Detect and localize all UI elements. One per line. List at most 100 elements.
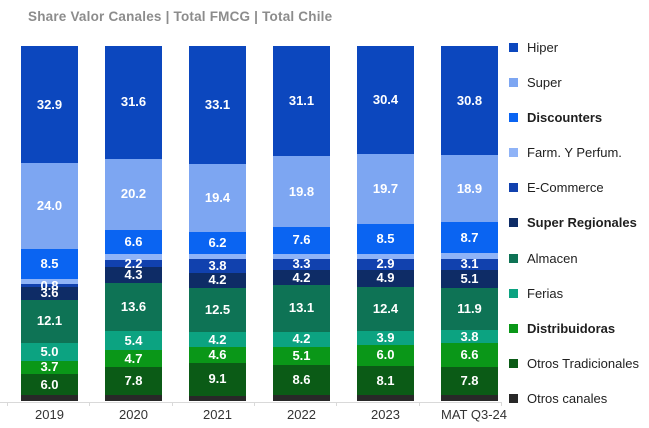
- bar-segment: 4.2: [273, 331, 330, 347]
- legend-item: Discounters: [509, 110, 647, 125]
- axis-tick: [418, 402, 420, 406]
- bar-value-label: 4.3: [124, 267, 143, 283]
- legend-label: Distribuidoras: [527, 320, 616, 336]
- bar-value-label: 5.1: [460, 270, 479, 286]
- bar-value-label: 30.8: [456, 92, 483, 108]
- bar-value-label: 6.0: [40, 376, 59, 392]
- bar-segment: 2.9: [357, 257, 414, 270]
- legend-swatch-icon: [509, 183, 518, 193]
- bar-segment: 4.2: [189, 332, 246, 347]
- bar-value-label: 33.1: [204, 96, 231, 112]
- bar-value-label: 3.3: [292, 256, 311, 272]
- bar-value-label: 2.2: [124, 255, 143, 271]
- bar-segment: 12.5: [189, 287, 246, 333]
- x-axis-label: 2020: [119, 407, 148, 422]
- bar-segment: 4.7: [105, 350, 162, 368]
- bar-value-label: 3.8: [208, 258, 227, 274]
- bar-segment: 6.0: [21, 373, 78, 396]
- bar-value-label: 0.8: [40, 277, 59, 293]
- bar-value-label: 5.1: [292, 347, 311, 363]
- bar-value-label: 3.7: [40, 359, 59, 375]
- legend-swatch-icon: [509, 148, 518, 158]
- bar-segment: 3.1: [441, 257, 498, 270]
- bar-segment: [357, 394, 414, 401]
- bar-value-label: 20.2: [120, 186, 147, 202]
- bar-value-label: 6.2: [208, 235, 227, 251]
- legend-swatch-icon: [509, 358, 518, 368]
- axis-tick: [253, 402, 255, 406]
- bar-segment: 3.8: [441, 330, 498, 344]
- axis-tick: [171, 402, 173, 406]
- x-axis-label: MAT Q3-24: [441, 407, 507, 422]
- chart-title: Share Valor Canales | Total FMCG | Total…: [28, 9, 333, 24]
- bar-value-label: 7.8: [124, 373, 143, 388]
- bar-segment: 24.0: [21, 163, 78, 249]
- legend-label: Otros canales: [527, 390, 608, 406]
- bar-segment: 3.3: [273, 256, 330, 272]
- bar-segment: [105, 253, 162, 260]
- bar-value-label: 7.8: [460, 372, 479, 388]
- x-axis-label: 2021: [203, 407, 232, 422]
- legend: Hiper Super Discounters Farm. Y Perfum. E-Co…: [509, 40, 647, 406]
- bar-segment: 12.1: [21, 299, 78, 343]
- bar-segment: 3.7: [21, 359, 78, 375]
- legend-label: Super Regionales: [527, 215, 637, 231]
- bar-segment: [189, 254, 246, 260]
- x-axis-label: 2019: [35, 407, 64, 422]
- bar-value-label: 19.8: [288, 183, 315, 199]
- bar-segment: 30.8: [441, 46, 498, 156]
- bar-segment: 6.2: [189, 232, 246, 255]
- legend-swatch-icon: [509, 323, 518, 333]
- bar-segment: [441, 253, 498, 259]
- legend-label: Farm. Y Perfum.: [527, 145, 622, 161]
- bar-segment: 4.9: [357, 269, 414, 287]
- bar-2019: 32.9 24.0 8.5 0.8 3.6 12.1 5.0 3.7 6.0: [21, 46, 78, 401]
- legend-item: Otros Tradicionales: [509, 356, 647, 371]
- bar-segment: 9.1: [189, 363, 246, 396]
- axis-tick: [7, 402, 8, 406]
- bar-segment: 7.8: [105, 367, 162, 395]
- bar-value-label: 4.6: [208, 347, 227, 363]
- bar-segment: [105, 394, 162, 401]
- bar-segment: 7.8: [441, 366, 498, 395]
- axis-tick: [336, 402, 338, 406]
- bar-segment: 3.6: [21, 285, 78, 301]
- bar-segment: 8.6: [273, 364, 330, 396]
- bar-value-label: 8.5: [376, 230, 395, 246]
- bar-segment: [21, 395, 78, 401]
- bar-segment: 4.2: [273, 269, 330, 286]
- legend-label: Hiper: [527, 40, 559, 55]
- bar-segment: 3.8: [189, 258, 246, 274]
- bar-value-label: 6.0: [376, 347, 395, 363]
- legend-item: E-Commerce: [509, 180, 647, 195]
- legend-label: Discounters: [527, 110, 603, 126]
- bar-value-label: 4.2: [292, 269, 311, 285]
- bar-value-label: 6.6: [460, 347, 479, 363]
- bar-value-label: 8.5: [40, 255, 59, 271]
- bar-segment: [357, 254, 414, 260]
- legend-swatch-icon: [509, 43, 518, 52]
- bar-segment: 6.6: [441, 343, 498, 367]
- bar-value-label: 13.6: [120, 298, 147, 314]
- legend-swatch-icon: [509, 218, 518, 228]
- legend-swatch-icon: [509, 253, 518, 263]
- bar-segment: 6.0: [357, 344, 414, 367]
- bar-segment: 6.6: [105, 230, 162, 254]
- plot-area: 32.9 24.0 8.5 0.8 3.6 12.1 5.0 3.7 6.0 31.6 20.2 6.…: [21, 46, 498, 401]
- bar-value-label: 18.9: [456, 180, 483, 196]
- bar-segment: 13.6: [105, 282, 162, 332]
- bar-value-label: 31.6: [120, 94, 147, 110]
- bar-value-label: 19.4: [204, 189, 231, 205]
- bar-value-label: 4.2: [208, 331, 227, 347]
- bar-segment: [441, 394, 498, 401]
- bar-segment: 8.5: [21, 248, 78, 279]
- bar-value-label: 3.6: [40, 285, 59, 301]
- bar-segment: 19.7: [357, 153, 414, 224]
- bar-segment: 8.7: [441, 222, 498, 254]
- bar-segment: [189, 395, 246, 401]
- legend-swatch-icon: [509, 393, 518, 403]
- bar-value-label: 4.7: [124, 350, 143, 366]
- bar-MAT Q3-24: 30.8 18.9 8.7 3.1 5.1 11.9 3.8 6.6 7.8: [441, 46, 498, 401]
- bar-segment: 20.2: [105, 158, 162, 231]
- bar-segment: 31.6: [105, 46, 162, 159]
